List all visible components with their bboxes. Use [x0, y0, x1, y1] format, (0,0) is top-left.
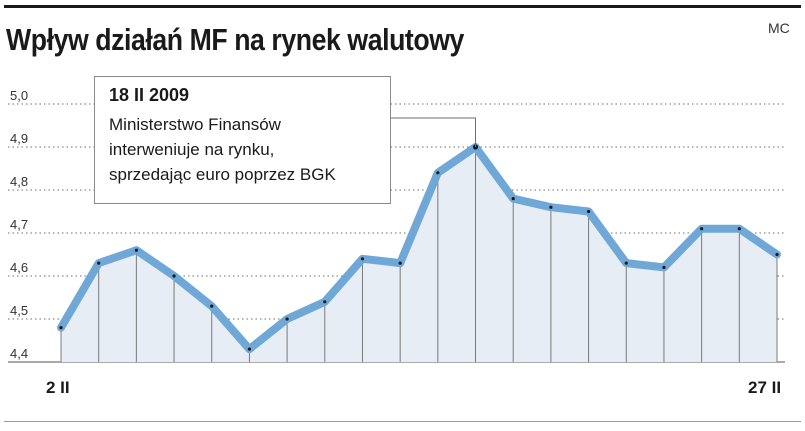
area-fill	[61, 147, 777, 362]
data-point	[360, 257, 365, 261]
data-point	[436, 171, 440, 175]
x-label-first: 2 II	[46, 378, 70, 397]
series-line	[57, 143, 781, 354]
data-point	[172, 274, 176, 278]
drop-lines	[60, 147, 778, 362]
data-point	[59, 326, 63, 330]
author-credit: MC	[768, 20, 790, 36]
data-point	[97, 261, 101, 265]
data-point	[586, 209, 591, 214]
data-point	[624, 261, 628, 265]
data-point	[775, 252, 779, 257]
x-label-last: 27 II	[748, 378, 781, 397]
data-points	[59, 144, 779, 351]
data-point	[662, 265, 666, 269]
y-tick-label: 4,6	[10, 260, 28, 275]
data-point	[285, 317, 289, 321]
data-point	[549, 205, 553, 209]
callout-leader-line	[391, 117, 476, 147]
annotation-date: 18 II 2009	[109, 85, 190, 105]
data-point	[700, 227, 704, 231]
bottom-rule	[4, 421, 801, 422]
data-point	[210, 304, 214, 308]
data-point	[134, 248, 138, 252]
y-axis-ticks: 4,4 4,5 4,6 4,7 4,8 4,9 5,0	[10, 88, 28, 361]
data-point	[247, 347, 252, 351]
data-point	[398, 261, 402, 265]
top-rule	[4, 5, 801, 8]
y-tick-label: 5,0	[10, 88, 28, 103]
annotation-line-3: sprzedając euro poprzez BGK	[109, 165, 336, 184]
y-tick-label: 4,9	[10, 131, 28, 146]
annotation-box: 18 II 2009 Ministerstwo Finansów interwe…	[94, 76, 391, 204]
data-point	[323, 300, 327, 304]
data-point	[737, 227, 741, 231]
y-tick-label: 4,5	[10, 303, 28, 318]
chart-title: Wpływ działań MF na rynek walutowy	[6, 22, 464, 57]
annotation-line-1: Ministerstwo Finansów	[109, 115, 281, 134]
data-point	[511, 197, 515, 201]
annotation-line-2: interweniuje na rynku,	[109, 140, 275, 159]
y-tick-label: 4,8	[10, 174, 28, 189]
y-tick-label: 4,4	[10, 346, 28, 361]
y-tick-label: 4,7	[10, 217, 28, 232]
